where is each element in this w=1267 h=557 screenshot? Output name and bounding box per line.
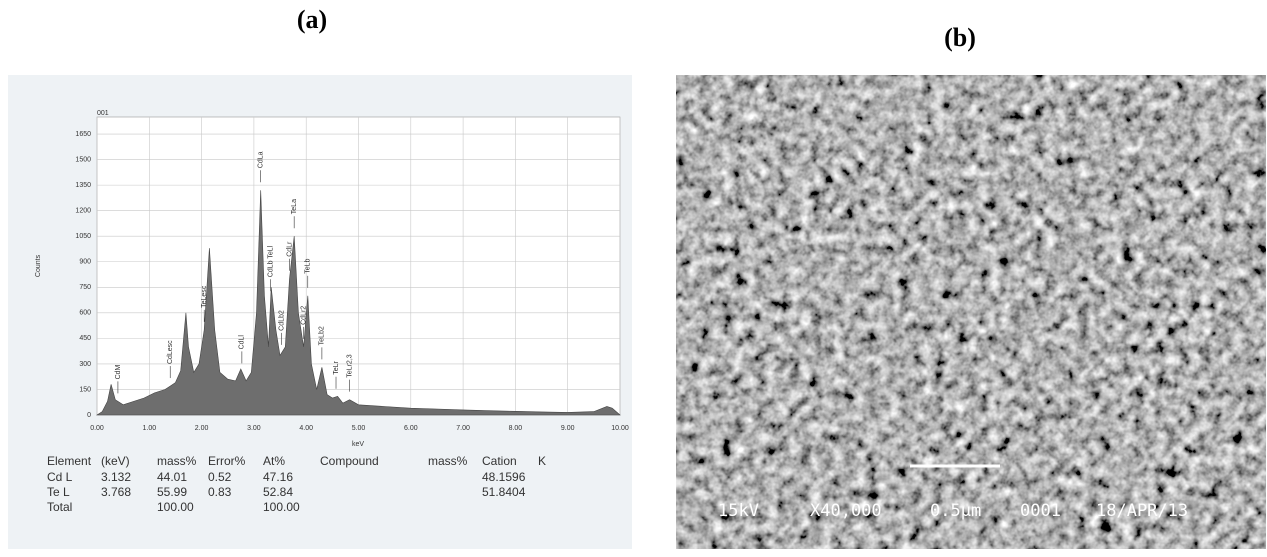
panel-label: (a) — [297, 5, 327, 34]
y-tick-label: 1200 — [75, 208, 91, 215]
table-header: (keV) — [101, 454, 130, 468]
chart-title: 001 — [97, 110, 109, 117]
panel-label: (b) — [944, 23, 976, 52]
spectrum-area — [95, 190, 621, 416]
table-cell: 44.01 — [157, 470, 187, 484]
y-tick-label: 1500 — [75, 156, 91, 163]
x-tick-label: 8.00 — [509, 425, 523, 432]
x-tick-label: 0.00 — [90, 425, 104, 432]
table-header: K — [538, 454, 546, 468]
table-header: mass% — [428, 454, 468, 468]
table-cell: Te L — [47, 485, 70, 499]
table-cell: 3.132 — [101, 470, 131, 484]
annotation-label: CdLr2 — [300, 306, 307, 325]
sem-info: X40,000 — [810, 501, 882, 521]
table-header: Cation — [482, 454, 517, 468]
table-cell: 55.99 — [157, 485, 187, 499]
y-tick-label: 1050 — [75, 233, 91, 240]
table-cell: 47.16 — [263, 470, 293, 484]
x-tick-label: 9.00 — [561, 425, 575, 432]
annotation-label: CdLb2 — [278, 310, 285, 331]
annotation-label: CdLl — [239, 335, 246, 350]
sem-texture — [676, 75, 1266, 549]
x-tick-label: 5.00 — [352, 425, 366, 432]
y-tick-label: 600 — [79, 310, 91, 317]
x-tick-label: 7.00 — [456, 425, 470, 432]
x-tick-label: 10.00 — [611, 425, 629, 432]
y-tick-label: 1650 — [75, 131, 91, 138]
annotation-label: CdLesc — [167, 340, 174, 364]
x-tick-label: 3.00 — [247, 425, 261, 432]
sem-info: 0001 — [1020, 501, 1061, 521]
table-cell: 3.768 — [101, 485, 131, 499]
table-cell: Cd L — [47, 470, 73, 484]
annotation-label: TeLa — [291, 199, 298, 214]
x-tick-label: 2.00 — [195, 425, 209, 432]
table-cell: 0.83 — [208, 485, 232, 499]
table-cell: 48.1596 — [482, 470, 526, 484]
annotation-label: TeLb2 — [319, 326, 326, 345]
y-tick-label: 300 — [79, 361, 91, 368]
annotation-label: TeLr — [333, 360, 340, 374]
annotation-label: CdM — [115, 364, 122, 379]
x-tick-label: 1.00 — [142, 425, 156, 432]
y-tick-label: 150 — [79, 386, 91, 393]
sem-info: 15kV — [718, 501, 759, 521]
table-header: Error% — [208, 454, 246, 468]
y-tick-label: 900 — [79, 259, 91, 266]
annotation-label: TeLb — [305, 259, 312, 274]
x-tick-label: 6.00 — [404, 425, 418, 432]
annotation-label: TeLesc — [201, 285, 208, 308]
y-tick-label: 450 — [79, 335, 91, 342]
x-tick-label: 4.00 — [299, 425, 313, 432]
annotation-label: CdLa — [258, 151, 265, 168]
y-axis-label: Counts — [35, 254, 42, 277]
annotation-label: CdLr — [286, 241, 293, 257]
y-tick-label: 750 — [79, 284, 91, 291]
y-tick-label: 0 — [87, 412, 91, 419]
table-header: Element — [47, 454, 92, 468]
table-cell: Total — [47, 500, 72, 514]
sem-info: 0.5μm — [930, 501, 981, 521]
table-cell: 51.8404 — [482, 485, 526, 499]
sem-info: 18/APR/13 — [1096, 501, 1188, 521]
table-header: mass% — [157, 454, 197, 468]
table-cell: 100.00 — [157, 500, 194, 514]
table-header: Compound — [320, 454, 379, 468]
table-header: At% — [263, 454, 285, 468]
table-cell: 100.00 — [263, 500, 300, 514]
annotation-label: TeLr2,3 — [346, 354, 353, 377]
table-cell: 0.52 — [208, 470, 232, 484]
table-cell: 52.84 — [263, 485, 293, 499]
annotation-label: CdLb TeLl — [267, 245, 274, 277]
x-axis-label: keV — [352, 441, 364, 448]
y-tick-label: 1350 — [75, 182, 91, 189]
